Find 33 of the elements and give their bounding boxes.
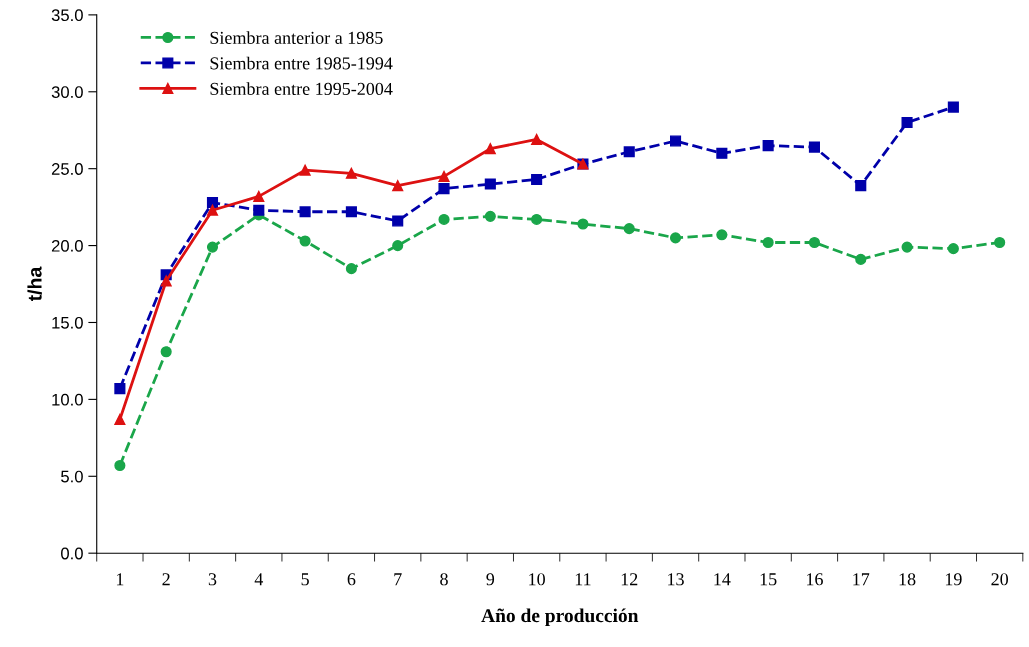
x-tick-label: 5	[301, 573, 309, 586]
y-tick-label: 20.0	[51, 239, 83, 252]
y-tick-label: 5.0	[61, 470, 83, 483]
x-tick-label: 12	[621, 573, 638, 586]
legend-label: Siembra anterior a 1985	[210, 31, 383, 44]
x-tick-label: 18	[899, 573, 916, 586]
x-axis-title: Año de producción	[481, 608, 639, 627]
x-tick-label: 9	[486, 573, 495, 586]
x-tick-label: 6	[347, 573, 356, 586]
y-tick-label: 35.0	[51, 9, 83, 22]
y-tick-label: 25.0	[51, 163, 83, 175]
x-tick-label: 20	[991, 573, 1009, 586]
y-axis-title: t/ha	[27, 266, 42, 302]
x-tick-label: 11	[575, 573, 591, 586]
x-tick-label: 7	[394, 573, 402, 586]
x-tick-label: 8	[440, 573, 448, 586]
x-tick-label: 4	[254, 573, 264, 586]
y-tick-label: 30.0	[51, 86, 83, 98]
y-tick-label: 15.0	[52, 316, 83, 329]
x-tick-label: 15	[760, 573, 777, 586]
legend-label: Siembra entre 1985-1994	[210, 56, 393, 70]
x-tick-label: 14	[714, 573, 731, 586]
y-tick-label: 10.0	[52, 393, 83, 406]
x-tick-label: 2	[162, 573, 170, 586]
x-tick-label: 1	[116, 573, 124, 586]
legend-label: Siembra entre 1995-2004	[210, 82, 393, 95]
x-tick-label: 19	[945, 573, 962, 586]
x-tick-label: 17	[853, 573, 870, 586]
x-tick-label: 16	[807, 573, 823, 586]
y-tick-label: 0.0	[61, 547, 83, 560]
x-tick-label: 10	[529, 573, 545, 586]
x-tick-label: 3	[208, 573, 217, 586]
x-tick-label: 13	[668, 573, 684, 586]
